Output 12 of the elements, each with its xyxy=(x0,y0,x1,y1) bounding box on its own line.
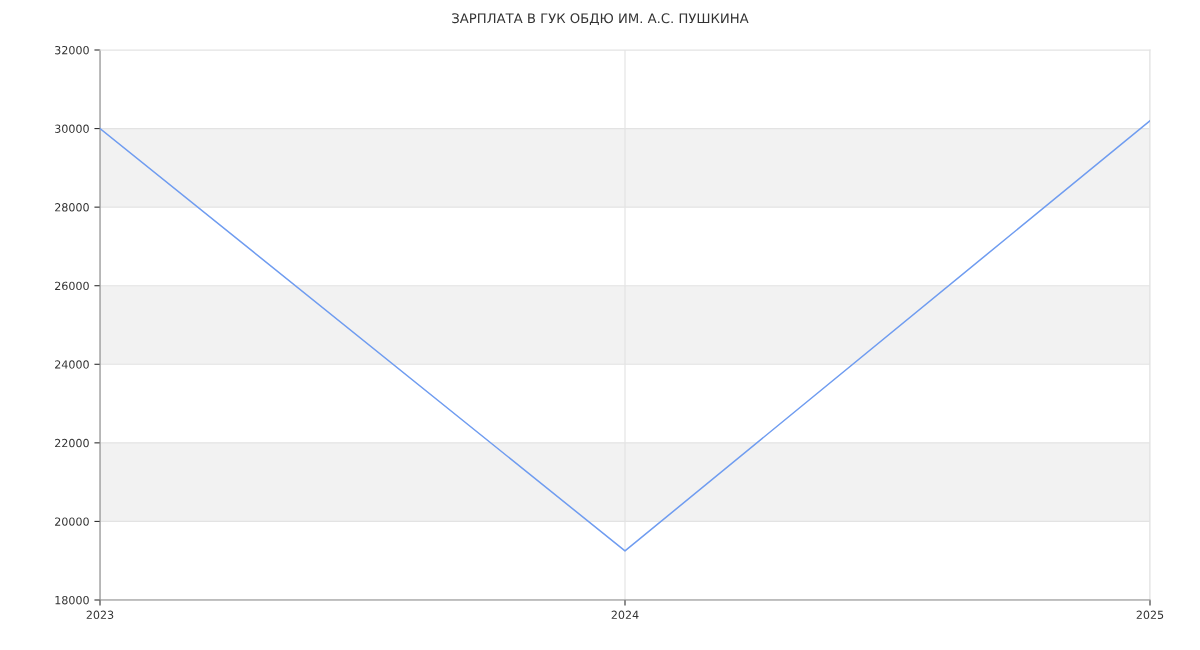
chart-title: ЗАРПЛАТА В ГУК ОБДЮ ИМ. А.С. ПУШКИНА xyxy=(452,13,749,26)
y-tick-label: 22000 xyxy=(55,438,89,448)
y-tick-label: 24000 xyxy=(55,360,89,369)
y-tick-label: 32000 xyxy=(55,45,89,55)
x-tick-label: 2023 xyxy=(86,610,114,620)
x-tick-label: 2024 xyxy=(611,610,639,620)
y-tick-label: 26000 xyxy=(55,281,89,291)
y-tick-label: 30000 xyxy=(55,124,89,133)
y-tick-label: 28000 xyxy=(55,203,89,212)
y-tick-label: 18000 xyxy=(55,595,89,605)
y-tick-label: 20000 xyxy=(55,517,89,526)
x-tick-label: 2025 xyxy=(1136,610,1164,620)
